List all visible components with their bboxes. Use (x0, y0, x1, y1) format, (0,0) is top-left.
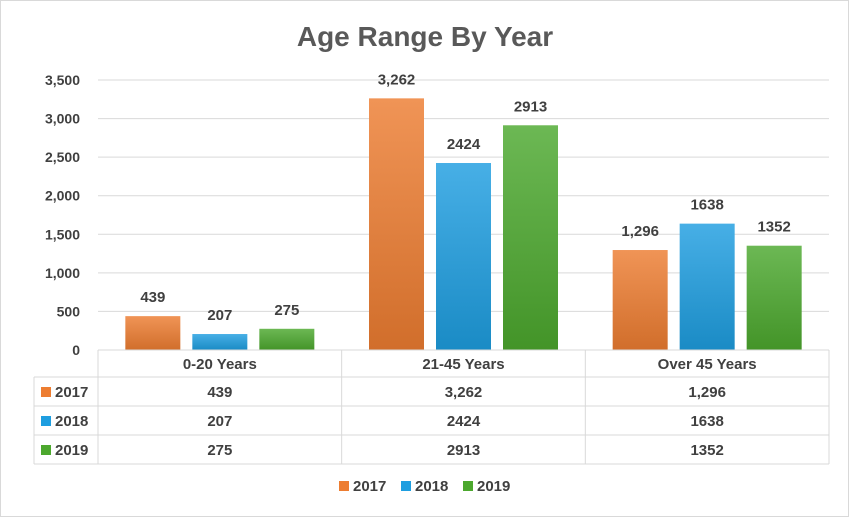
bar-2019-2 (746, 245, 802, 350)
table-cell: 207 (207, 413, 232, 430)
table-cell: 275 (207, 442, 232, 459)
legend-label: 2017 (353, 478, 386, 495)
legend-swatch (463, 481, 473, 491)
data-label: 1638 (690, 197, 723, 214)
table-legend-key (41, 387, 51, 397)
y-tick-label: 0 (72, 342, 80, 358)
chart-title: Age Range By Year (297, 21, 553, 52)
bar-2018-0 (192, 334, 248, 350)
y-tick-label: 2,000 (45, 188, 80, 204)
y-axis: 0 500 1,000 1,500 2,000 2,500 3,000 3,500 (45, 72, 80, 358)
bar-2018-2 (679, 223, 735, 350)
bar-2018-1 (436, 163, 491, 350)
table-cell: 2913 (447, 442, 480, 459)
bar-2017-0 (125, 316, 181, 350)
legend-swatch (401, 481, 411, 491)
bar-2019-0 (259, 328, 315, 350)
data-label: 275 (274, 302, 299, 319)
bar-2019-1 (503, 125, 558, 350)
y-tick-label: 3,000 (45, 111, 80, 127)
data-labels: 439 207 275 3,262 2424 2913 1,296 1638 1352 (140, 71, 791, 324)
legend-label: 2019 (477, 478, 510, 495)
table-series-name: 2017 (55, 384, 88, 401)
y-tick-label: 3,500 (45, 72, 80, 88)
table-cell: 1,296 (688, 384, 726, 401)
legend: 2017 2018 2019 (339, 478, 510, 495)
data-label: 3,262 (378, 71, 416, 88)
table-cell: 439 (207, 384, 232, 401)
data-label: 439 (140, 289, 165, 306)
category-label: 21-45 Years (422, 356, 504, 373)
table-series-name: 2019 (55, 442, 88, 459)
y-tick-label: 500 (57, 303, 81, 319)
table-series-name: 2018 (55, 413, 88, 430)
bars (125, 98, 802, 350)
table-cell: 3,262 (445, 384, 483, 401)
bar-2017-2 (612, 250, 668, 350)
table-cell: 2424 (447, 413, 481, 430)
table-cell: 1638 (690, 413, 723, 430)
data-label: 1,296 (621, 223, 659, 240)
table-legend-key (41, 416, 51, 426)
category-label: 0-20 Years (183, 356, 257, 373)
y-tick-label: 1,000 (45, 265, 80, 281)
category-label: Over 45 Years (658, 356, 757, 373)
data-label: 1352 (757, 219, 790, 236)
data-label: 2424 (447, 136, 481, 153)
data-table: 0-20 Years 21-45 Years Over 45 Years 2017 43… (33, 349, 830, 465)
y-tick-label: 2,500 (45, 149, 80, 165)
legend-swatch (339, 481, 349, 491)
table-legend-key (41, 445, 51, 455)
y-tick-label: 1,500 (45, 226, 80, 242)
legend-label: 2018 (415, 478, 448, 495)
bar-2017-1 (369, 98, 424, 350)
table-cell: 1352 (690, 442, 723, 459)
data-label: 207 (207, 307, 232, 324)
data-label: 2913 (514, 98, 547, 115)
